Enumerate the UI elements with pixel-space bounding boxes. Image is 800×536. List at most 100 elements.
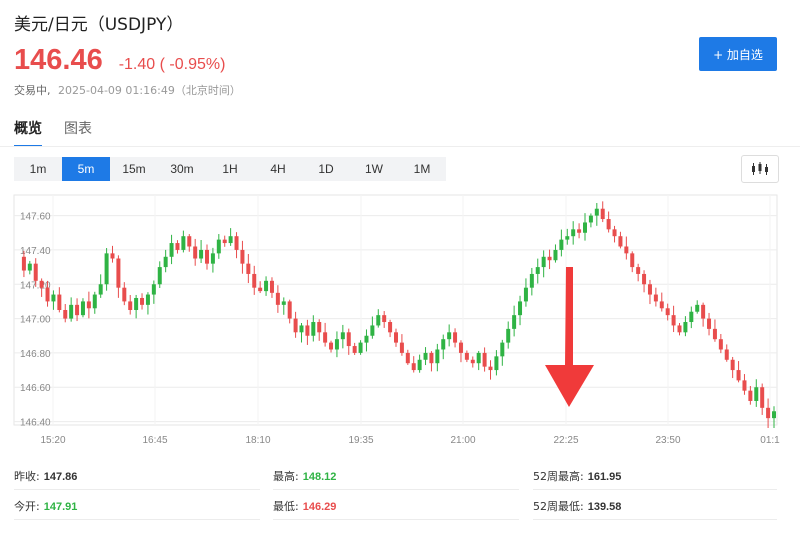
candle-body [417, 359, 422, 371]
candle-body [665, 308, 670, 316]
candle-body [458, 342, 463, 353]
x-tick-label: 21:00 [450, 435, 475, 446]
candle-body [429, 352, 434, 364]
candlestick-chart: 147.60147.40147.20147.00146.80146.60146.… [13, 194, 780, 446]
candle-body [275, 292, 280, 305]
candle-body [718, 339, 723, 350]
candle-body [689, 311, 694, 323]
candle-body [33, 263, 38, 281]
candle-body [748, 390, 753, 401]
candle-body [624, 246, 629, 254]
candle-body [494, 356, 499, 371]
candle-body [695, 304, 700, 312]
candle-body [199, 249, 204, 259]
stat-prev-close: 昨收: 147.86 [14, 470, 78, 483]
candle-body [742, 380, 747, 391]
candle-body [535, 267, 540, 274]
candle-body [541, 256, 546, 268]
candle-body [600, 208, 605, 220]
candle-body [453, 332, 458, 343]
x-tick-label: 19:35 [348, 435, 373, 446]
candle-body [565, 236, 570, 240]
candle-body [376, 315, 381, 326]
candle-body [518, 301, 523, 316]
candle-body [760, 387, 765, 408]
interval-4h[interactable]: 4H [270, 162, 286, 176]
candle-body [583, 222, 587, 233]
tab-overview[interactable]: 概览 [14, 118, 42, 147]
stat-52w-high: 52周最高: 161.95 [533, 470, 622, 483]
candle-body [317, 322, 322, 333]
candle-body [69, 304, 74, 319]
candle-body [588, 215, 593, 223]
interval-15m[interactable]: 15m [122, 162, 146, 176]
candle-body [175, 243, 180, 250]
down-arrow-annotation [545, 267, 594, 407]
candle-body [329, 342, 334, 350]
candle-body [707, 318, 712, 329]
candle-body [222, 239, 227, 244]
add-watchlist-button[interactable]: + 加自选 [699, 37, 777, 71]
candle-body [21, 256, 26, 271]
candle-body [612, 229, 617, 237]
tab-chart[interactable]: 图表 [64, 121, 92, 137]
candle-body [482, 352, 487, 367]
stats-divider [273, 489, 519, 490]
stat-open: 今开: 147.91 [14, 500, 78, 513]
chart-frame [13, 194, 778, 426]
stat-52w-low: 52周最低: 139.58 [533, 500, 622, 513]
candle-body [264, 280, 269, 292]
candle-body [683, 322, 688, 333]
y-tick-label: 146.40 [20, 418, 51, 429]
y-tick-label: 146.80 [20, 349, 51, 360]
interval-1h[interactable]: 1H [222, 162, 238, 176]
candle-body [636, 267, 641, 274]
candle-body [157, 267, 162, 285]
candle-body [476, 352, 481, 364]
candle-body [423, 352, 428, 360]
candle-body [305, 325, 310, 336]
candle-body [281, 301, 286, 305]
candle-body [736, 370, 741, 381]
page-title: 美元/日元（USDJPY） [14, 15, 184, 35]
current-price: 146.46 [14, 44, 103, 76]
candle-body [116, 258, 121, 288]
interval-1w[interactable]: 1W [365, 162, 383, 176]
candle-body [547, 256, 552, 261]
candle-body [606, 219, 611, 230]
stats-divider [14, 519, 260, 520]
stat-low: 最低: 146.29 [273, 500, 337, 513]
candle-body [577, 229, 582, 233]
interval-1d[interactable]: 1D [318, 162, 334, 176]
candle-body [169, 243, 174, 257]
interval-30m[interactable]: 30m [170, 162, 194, 176]
candle-body [370, 325, 375, 336]
interval-1m[interactable]: 1m [29, 162, 47, 176]
candlestick-icon [752, 162, 768, 175]
candle-body [529, 273, 534, 288]
chart-type-button[interactable] [741, 155, 779, 183]
interval-1mo[interactable]: 1M [413, 162, 431, 176]
status-text: 交易中, [14, 84, 51, 97]
candle-body [382, 315, 387, 323]
candle-body [630, 253, 635, 268]
candle-body [399, 342, 404, 353]
candle-body [334, 339, 339, 350]
candle-body [766, 407, 771, 419]
candle-body [128, 301, 133, 310]
candle-body [754, 387, 759, 401]
price-chart: 147.60147.40147.20147.00146.80146.60146.… [0, 190, 800, 456]
candle-body [512, 315, 517, 329]
candle-body [346, 332, 351, 347]
x-tick-label: 18:10 [245, 435, 270, 446]
candle-body [216, 239, 221, 254]
interval-5m[interactable]: 5m [62, 157, 110, 181]
interval-selector: 1m 5m 15m 30m 1H 4H 1D 1W 1M [14, 157, 446, 181]
candle-body [151, 284, 156, 295]
candle-body [293, 318, 298, 333]
candle-body [411, 363, 416, 371]
candle-body [311, 322, 316, 336]
candle-body [104, 253, 109, 285]
candle-body [671, 315, 676, 326]
stats-divider [533, 489, 777, 490]
